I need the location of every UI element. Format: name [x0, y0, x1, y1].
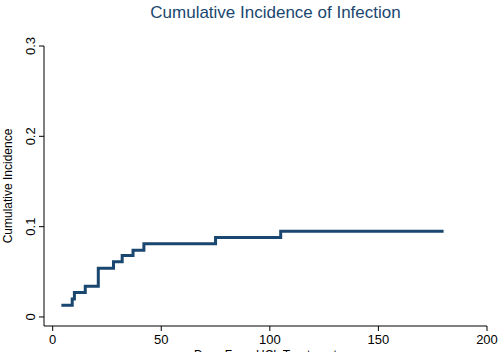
x-tick-label: 50 [154, 332, 168, 347]
background [0, 0, 500, 352]
y-tick-label: 0.3 [23, 37, 38, 55]
y-axis [44, 46, 45, 326]
y-tick [39, 226, 44, 227]
x-tick [378, 326, 379, 331]
chart-container: Cumulative Incidence of Infection 0 0.1 0.2… [0, 0, 500, 352]
y-tick-label: 0.2 [23, 127, 38, 145]
y-tick [39, 316, 44, 317]
plot-area [61, 231, 443, 305]
x-tick [487, 326, 488, 331]
x-axis-label: Days From HCL Treatment [194, 348, 338, 352]
y-tick-label: 0 [23, 313, 38, 320]
x-tick-label: 0 [49, 332, 56, 347]
y-tick [39, 136, 44, 137]
title: Cumulative Incidence of Infection [150, 3, 400, 22]
x-tick [52, 326, 53, 331]
y-axis-label: Cumulative Incidence [1, 128, 15, 243]
incidence-line [61, 231, 443, 305]
chart-svg: Cumulative Incidence of Infection 0 0.1 0.2… [0, 0, 500, 352]
x-tick-label: 150 [368, 332, 390, 347]
y-tick-label: 0.1 [23, 218, 38, 236]
x-tick [269, 326, 270, 331]
x-tick-label: 100 [259, 332, 281, 347]
y-tick [39, 46, 44, 47]
x-tick-label: 200 [476, 332, 498, 347]
x-axis [44, 326, 487, 327]
x-tick [161, 326, 162, 331]
